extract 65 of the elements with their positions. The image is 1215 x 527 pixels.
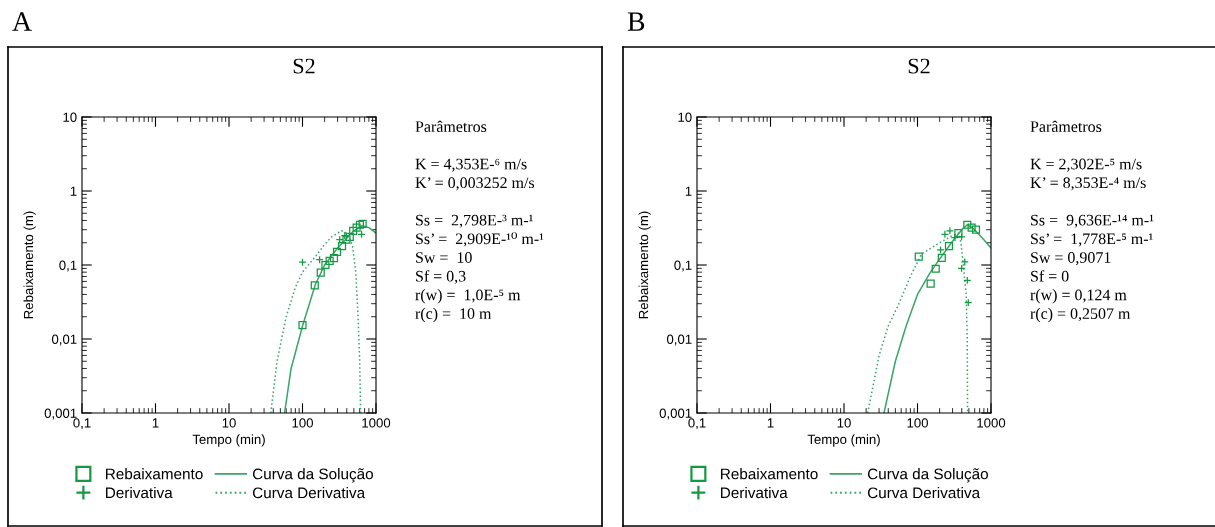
text: r(w) = 0,124 m [1030, 289, 1127, 304]
legend-label: Curva da Solução [867, 468, 988, 483]
point [345, 232, 354, 241]
y-tick-label: 0,001 [44, 408, 77, 420]
text: Parâmetros [1030, 120, 1102, 132]
y-axis-title: Rebaixamento (m) [638, 211, 651, 319]
point [332, 247, 342, 257]
text: Sf = 0 [1031, 270, 1069, 282]
y-axis-title: Rebaixamento (m) [23, 211, 36, 319]
y-tick-label: 0,1 [674, 260, 692, 272]
y-tick-label: 0,01 [666, 334, 692, 346]
y-tick-label: 0,001 [659, 408, 692, 420]
text: r(c) = 10 m [415, 307, 492, 323]
text: B [627, 12, 645, 31]
point [349, 226, 358, 235]
chart-title: S2 [908, 58, 930, 74]
text: Ss = 9,636E-¹⁴ m-¹ [1031, 214, 1154, 228]
text: K = 4,353E-⁶ m/s [415, 158, 527, 172]
text: Ss’ = 2,909E-¹⁰ m-¹ [416, 232, 544, 247]
legend-label: Curva Derivativa [252, 487, 366, 499]
legend-label: Curva Derivativa [867, 487, 981, 499]
x-tick-label: 1000 [362, 418, 391, 428]
legend-label: Derivativa [721, 486, 788, 499]
point [355, 220, 365, 229]
x-tick-label: 1 [767, 418, 774, 428]
legend-label: Rebaixamento [721, 468, 818, 480]
x-tick-label: 0,1 [688, 418, 706, 430]
text: K’ = 8,353E-⁴ m/s [1030, 177, 1146, 191]
legend-label: Rebaixamento [106, 468, 203, 480]
text: K’ = 0,003252 m/s [415, 177, 535, 191]
text: A [12, 12, 32, 31]
text: Sw = 0,9071 [1031, 252, 1111, 266]
text: Sf = 0,3 [416, 270, 466, 284]
text: Ss’ = 1,778E-⁵ m-¹ [1031, 233, 1153, 247]
point [321, 260, 330, 270]
x-tick-label: 1000 [977, 418, 1006, 428]
x-tick-label: 100 [292, 418, 313, 428]
chart-title: S2 [293, 58, 315, 74]
point [329, 253, 339, 263]
text: Sw = 10 [416, 252, 472, 263]
y-tick-label: 1 [70, 186, 77, 196]
x-tick-label: 0,1 [73, 418, 91, 430]
text: Ss = 2,798E-³ m-¹ [416, 214, 533, 228]
y-tick-label: 1 [685, 186, 692, 196]
text: Parâmetros [415, 120, 487, 132]
point [325, 256, 334, 265]
point [352, 223, 361, 232]
y-tick-label: 10 [63, 112, 77, 122]
x-axis-title: Tempo (min) [807, 434, 880, 447]
point [316, 268, 325, 277]
text: K = 2,302E-⁵ m/s [1030, 158, 1142, 172]
point [342, 235, 351, 244]
legend-label: Curva da Solução [252, 468, 373, 483]
text: r(w) = 1,0E-⁵ m [415, 289, 521, 304]
x-tick-label: 10 [222, 418, 236, 428]
legend-label: Derivativa [106, 486, 173, 499]
x-tick-label: 100 [907, 418, 928, 428]
y-tick-label: 0,01 [51, 334, 77, 346]
text: r(c) = 0,2507 m [1030, 307, 1131, 323]
y-tick-label: 0,1 [59, 260, 77, 272]
point [337, 242, 347, 251]
x-tick-label: 1 [152, 418, 159, 428]
y-tick-label: 10 [678, 112, 692, 122]
x-tick-label: 10 [837, 418, 851, 428]
x-axis-title: Tempo (min) [192, 434, 265, 447]
